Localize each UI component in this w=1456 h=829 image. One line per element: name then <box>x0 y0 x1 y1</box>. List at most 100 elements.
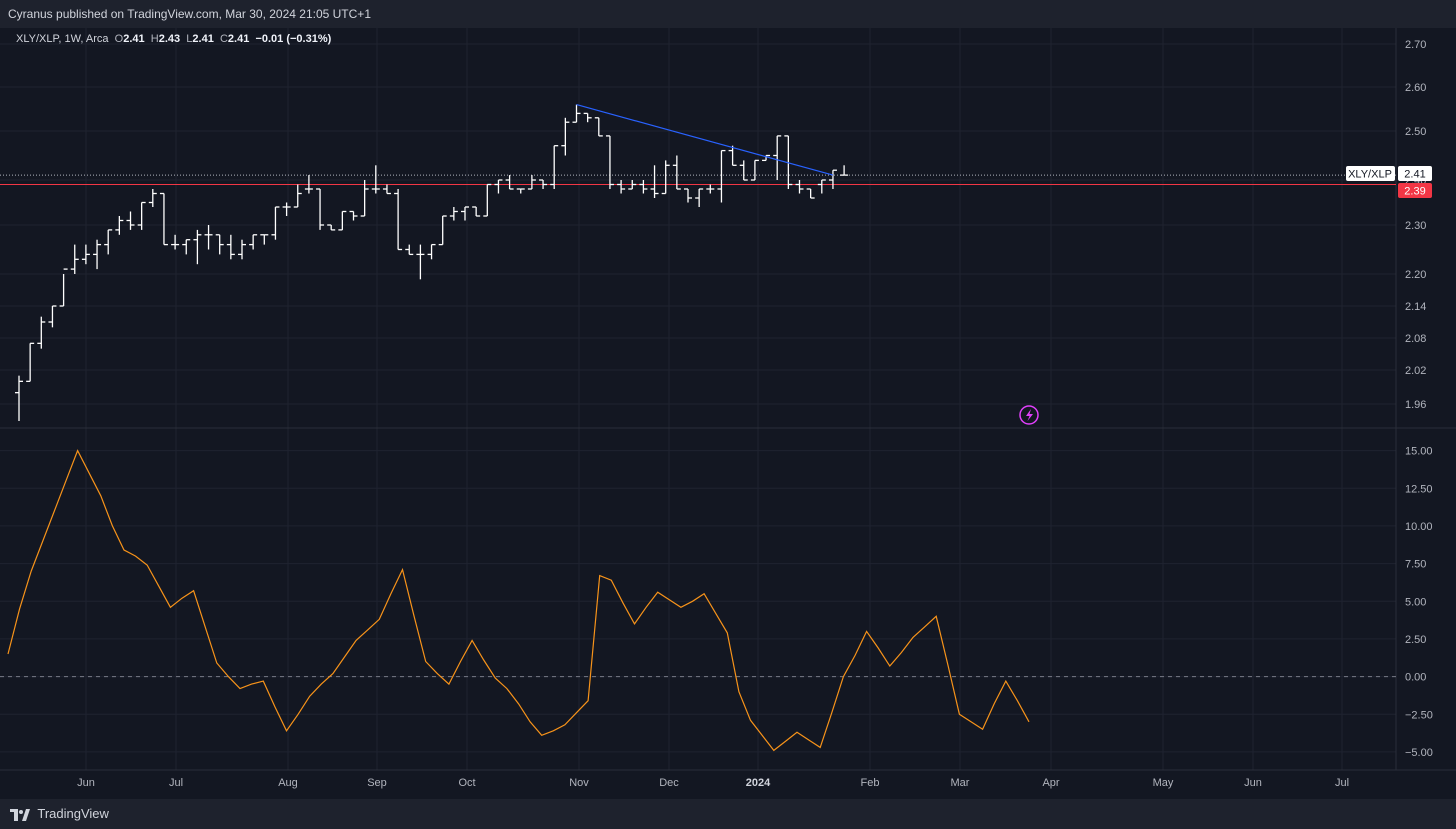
symbol-tag-label: XLY/XLP <box>1348 169 1392 181</box>
ohlc-bar <box>583 112 592 123</box>
ohlc-bar <box>773 135 782 180</box>
price-axis[interactable]: 2.702.602.502.402.302.202.142.082.021.96… <box>1405 39 1433 759</box>
osc-tick-label: 0.00 <box>1405 672 1426 684</box>
ohlc-bar <box>37 316 46 349</box>
ohlc-bar <box>159 192 168 246</box>
legend-high-label: H <box>150 33 159 45</box>
ohlc-bar <box>260 234 269 245</box>
ohlc-bar <box>806 188 815 199</box>
ohlc-bar <box>81 244 90 265</box>
ohlc-bar <box>148 189 157 207</box>
ohlc-bar <box>628 180 637 190</box>
legend-low-value: 2.41 <box>192 33 214 45</box>
osc-tick-label: 10.00 <box>1405 521 1433 533</box>
ohlc-bar <box>215 234 224 255</box>
time-tick-label: 2024 <box>746 777 771 789</box>
symbol-legend[interactable]: XLY/XLP, 1W, Arca O2.41 H2.43 L2.41 C2.4… <box>16 33 331 45</box>
ohlc-bar <box>327 224 336 231</box>
ohlc-bar <box>472 206 481 217</box>
price-tick-label: 1.96 <box>1405 399 1426 411</box>
ohlc-bar <box>684 188 692 203</box>
ohlc-bar <box>349 210 358 221</box>
time-tick-label: Jul <box>1335 777 1349 789</box>
ohlc-bar <box>204 225 213 250</box>
price-tick-label: 2.02 <box>1405 365 1426 377</box>
last-price-tag-bg <box>1398 166 1432 181</box>
chart-canvas[interactable]: 2.702.602.502.402.302.202.142.082.021.96… <box>0 28 1456 799</box>
time-tick-label: Sep <box>367 777 387 789</box>
time-axis[interactable]: Jun Jul Aug Sep Oct Nov Dec 2024 Feb Mar Apr May Jun… <box>77 777 1349 789</box>
ohlc-bar <box>15 375 23 421</box>
ohlc-bar <box>338 210 347 231</box>
ohlc-bar <box>405 244 414 256</box>
ohlc-bar <box>427 243 436 260</box>
footer-bar: TradingView <box>0 799 1456 829</box>
oscillator-pane <box>0 449 1396 752</box>
ohlc-bar <box>661 160 670 195</box>
ohlc-bar <box>617 180 626 194</box>
ohlc-bar <box>605 135 614 189</box>
ohlc-bar <box>572 104 581 123</box>
price-tick-label: 2.60 <box>1405 82 1426 94</box>
ohlc-bar <box>438 215 447 246</box>
footer-brand[interactable]: TradingView <box>37 806 109 821</box>
ohlc-bar <box>706 184 715 194</box>
symbol-tag-bg <box>1346 166 1395 181</box>
legend-symbol: XLY/XLP, 1W, Arca <box>16 33 109 45</box>
chart-background <box>0 28 1456 799</box>
ohlc-bar <box>416 244 425 280</box>
legend-close-value: 2.41 <box>227 33 250 45</box>
osc-tick-label: −5.00 <box>1405 747 1433 759</box>
price-tick-label: 2.30 <box>1405 220 1426 232</box>
ohlc-bar <box>650 165 659 198</box>
ohlc-bar <box>48 305 57 328</box>
time-tick-label: Aug <box>278 777 298 789</box>
legend-open-label: O <box>114 33 124 45</box>
ohlc-bar <box>817 179 826 194</box>
time-tick-label: Jun <box>77 777 95 789</box>
ohlc-bar <box>193 229 202 265</box>
publish-header: Cyranus published on TradingView.com, Ma… <box>0 0 1456 28</box>
ohlc-bar <box>739 160 748 181</box>
price-tick-label: 2.14 <box>1405 301 1426 313</box>
time-tick-label: Jul <box>169 777 183 789</box>
ohlc-bar <box>226 234 235 260</box>
time-tick-label: Apr <box>1042 777 1059 789</box>
ohlc-bar <box>304 175 313 194</box>
legend-change: −0.01 (−0.31%) <box>255 33 332 45</box>
ohlc-bar <box>59 268 68 307</box>
time-tick-label: May <box>1153 777 1174 789</box>
time-tick-label: Oct <box>458 777 475 789</box>
ohlc-bar <box>840 165 849 176</box>
ohlc-bar <box>93 239 102 270</box>
ohlc-bar <box>70 244 79 274</box>
trendline-segment <box>576 104 834 176</box>
lightning-icon[interactable] <box>1019 405 1039 425</box>
ohlc-bar <box>695 188 704 207</box>
ohlc-bar <box>394 189 403 251</box>
osc-tick-label: 7.50 <box>1405 559 1426 571</box>
level-price-tag-label: 2.39 <box>1404 186 1425 198</box>
ohlc-bar <box>293 184 302 208</box>
ohlc-bar <box>505 175 514 190</box>
ohlc-bar <box>271 206 280 240</box>
time-tick-label: Jun <box>1244 777 1262 789</box>
last-price-tag: 2.41 <box>1404 169 1425 181</box>
ohlc-bar <box>360 180 369 217</box>
osc-line <box>7 449 1030 752</box>
ohlc-bar <box>449 207 458 221</box>
ohlc-bar <box>115 216 124 235</box>
osc-tick-label: 2.50 <box>1405 634 1426 646</box>
osc-tick-label: −2.50 <box>1405 709 1433 721</box>
legend-high-value: 2.43 <box>158 33 181 45</box>
price-tick-label: 2.08 <box>1405 333 1426 345</box>
level-price-tag: 2.39 <box>1398 183 1432 198</box>
ohlc-bar <box>561 117 570 156</box>
trendline[interactable] <box>576 104 834 176</box>
ohlc-bars <box>15 104 849 421</box>
legend-low-label: L <box>186 33 193 45</box>
symbol-price-tag: XLY/XLP 2.41 <box>1346 166 1432 181</box>
osc-tick-label: 15.00 <box>1405 446 1433 458</box>
ohlc-bar <box>750 159 759 181</box>
price-tick-label: 2.20 <box>1405 269 1426 281</box>
